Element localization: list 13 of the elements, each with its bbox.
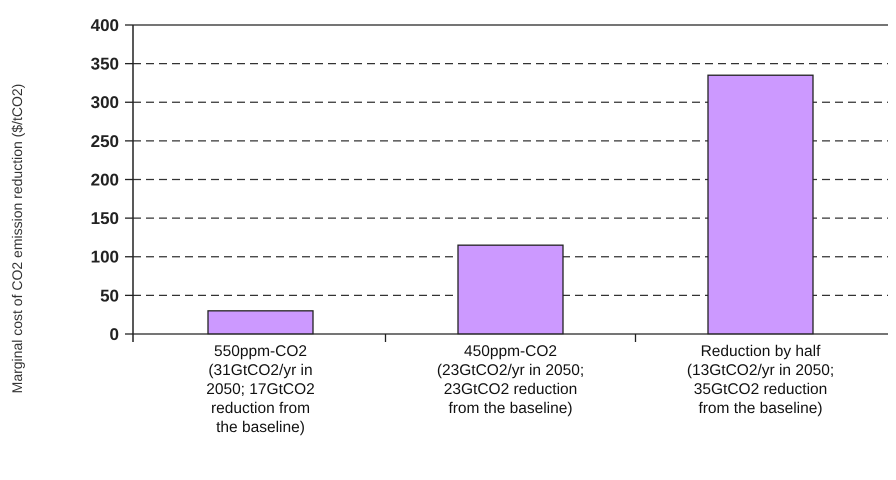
y-tick-label: 150 xyxy=(90,209,119,228)
x-tick-label: 550ppm-CO2 (31GtCO2/yr in 2050; 17GtCO2 reduction from the baseline) xyxy=(206,343,315,436)
y-tick-label: 350 xyxy=(90,54,119,74)
x-tick-label: Reduction by half (13GtCO2/yr in 2050; 35GtCO2 reduction from the baseline) xyxy=(686,343,834,417)
y-tick-label: 100 xyxy=(90,248,119,267)
y-tick-label: 300 xyxy=(90,93,119,112)
x-tick-label: 450ppm-CO2 (23GtCO2/yr in 2050; 23GtCO2 reduction from the baseline) xyxy=(436,343,584,417)
y-axis-title: Marginal cost of CO2 emission reduction ($/tCO2) xyxy=(9,84,25,394)
y-tick-label: 250 xyxy=(90,132,119,151)
y-tick-label: 400 xyxy=(90,16,119,35)
y-tick-label: 0 xyxy=(110,324,119,344)
y-tick-label: 50 xyxy=(100,286,119,306)
y-tick-label: 200 xyxy=(90,170,119,190)
